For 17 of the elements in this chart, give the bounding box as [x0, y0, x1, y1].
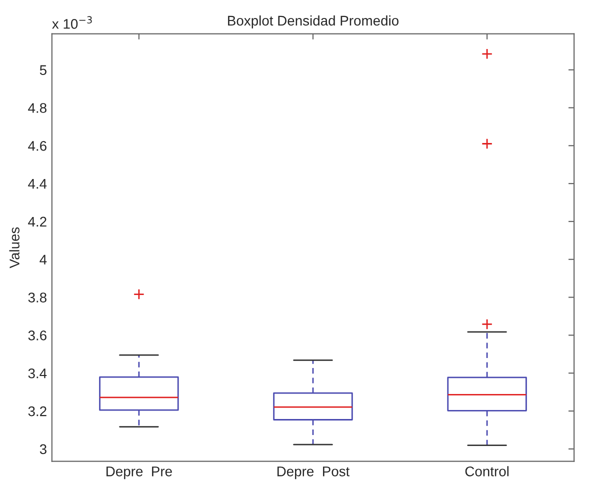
y-tick-label: 3.2	[28, 406, 46, 416]
y-axis-title: Values	[9, 227, 20, 268]
y-tick-label: 4.4	[28, 179, 47, 189]
y-tick-label: 4.6	[28, 140, 46, 151]
y-tick-label: 3.4	[28, 368, 47, 378]
y-tick-label: 3.6	[28, 330, 46, 340]
y-tick-label: 5	[40, 65, 46, 75]
x-tick-label: Control	[465, 466, 509, 476]
y-tick-label: 4	[40, 254, 47, 264]
chart-title: Boxplot Densidad Promedio	[228, 15, 398, 28]
text: x 10$^{−3}$	[52, 16, 92, 29]
x-tick-label: Depre Pre	[106, 466, 172, 480]
y-tick-label: 3.8	[28, 292, 46, 302]
y-tick-label: 3	[40, 444, 46, 454]
y-tick-label: 4.2	[28, 216, 46, 227]
x-tick-label: Depre Post	[277, 466, 350, 480]
y-tick-label: 4.8	[28, 103, 46, 113]
